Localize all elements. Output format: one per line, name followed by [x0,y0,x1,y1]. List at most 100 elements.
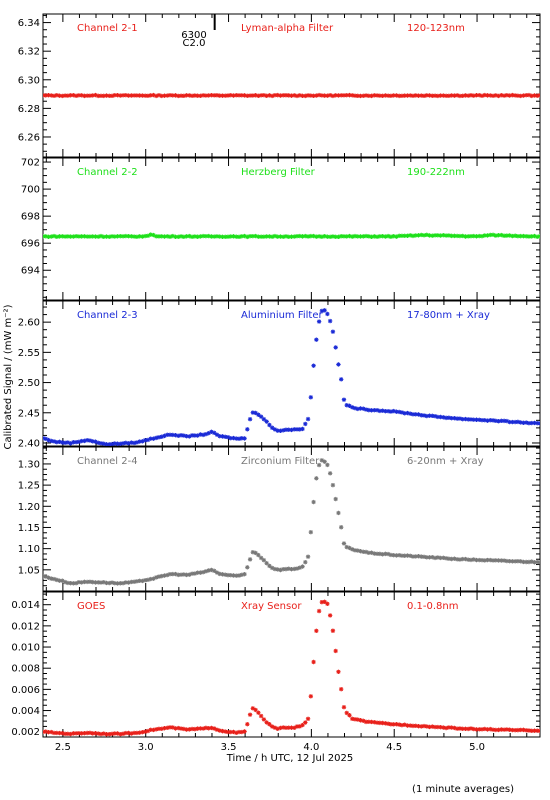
data-point [358,549,363,554]
data-point [333,93,338,98]
data-point [82,93,87,99]
data-point [261,417,267,422]
data-point [57,730,62,736]
data-point [137,730,142,735]
data-point [206,431,211,436]
data-point [413,554,418,559]
data-point [162,234,167,239]
data-point [435,414,441,420]
data-point [43,574,48,579]
data-point [225,93,231,98]
data-point [435,724,441,730]
data-point [537,421,540,426]
y-tick-label: 2.60 [18,318,40,329]
data-point [225,435,231,440]
y-tick-label: 1.10 [18,544,40,555]
data-point [325,311,330,317]
data-point [253,93,258,98]
y-tick-label: 698 [21,212,40,223]
data-point [303,559,308,565]
data-point [314,337,319,342]
data-point [369,408,374,413]
data-point [493,727,499,733]
data-point [217,728,222,733]
data-point [170,233,175,239]
data-point [178,234,184,239]
data-point [327,92,333,98]
data-point [294,724,300,729]
data-point [206,726,211,731]
data-point [189,571,195,576]
panel-band-label: 120-123nm [407,23,465,34]
data-point [203,569,209,574]
data-point [60,578,65,583]
data-point [441,93,446,98]
data-point [184,234,189,239]
data-point [355,548,360,553]
data-point [314,234,319,239]
data-point [372,551,377,556]
data-point [490,232,496,237]
data-point [131,234,137,239]
series-channel-2-3 [43,308,540,446]
data-point [165,572,170,578]
data-point [488,232,493,238]
data-point [424,555,429,560]
data-point [165,432,170,438]
data-point [256,552,261,558]
data-point [526,559,532,565]
data-point [198,93,203,99]
data-point [496,93,501,99]
data-point [319,308,325,314]
data-point [468,93,474,98]
data-point [374,234,380,239]
data-point [443,725,449,731]
data-point [126,234,131,239]
data-point [62,440,68,445]
panel-frame [42,157,541,301]
data-point [281,234,286,239]
data-point [107,731,112,737]
panel-band-label: 0.1-0.8nm [407,601,459,612]
data-point [435,233,441,238]
data-point [515,234,521,239]
data-point [493,93,499,98]
data-point [413,93,418,98]
data-point [532,420,537,426]
data-point [90,731,95,736]
data-point [507,558,512,564]
data-point [322,308,327,313]
data-point [269,565,275,571]
data-point [112,234,117,239]
data-point [176,234,181,240]
data-point [228,435,233,441]
data-point [466,234,471,239]
data-point [535,93,540,98]
panel-frame [42,591,541,738]
data-point [71,440,76,445]
data-point [454,93,460,98]
data-point [123,730,129,736]
data-point [162,93,167,98]
x-tick-label: 3.0 [138,742,154,753]
data-point [449,416,454,421]
data-point [104,580,109,586]
data-point [225,572,231,578]
data-point [471,557,476,562]
data-point [322,459,327,464]
data-point [303,421,308,427]
data-point [148,727,153,733]
data-point [234,93,239,98]
data-point [537,233,540,239]
data-point [482,233,487,238]
data-point [198,234,203,239]
data-point [300,722,305,728]
data-point [374,93,380,98]
data-point [184,572,189,578]
data-point [264,419,269,424]
data-point [441,233,446,238]
data-point [214,727,220,732]
data-point [383,551,388,557]
data-point [200,233,206,239]
data-point [490,727,496,732]
